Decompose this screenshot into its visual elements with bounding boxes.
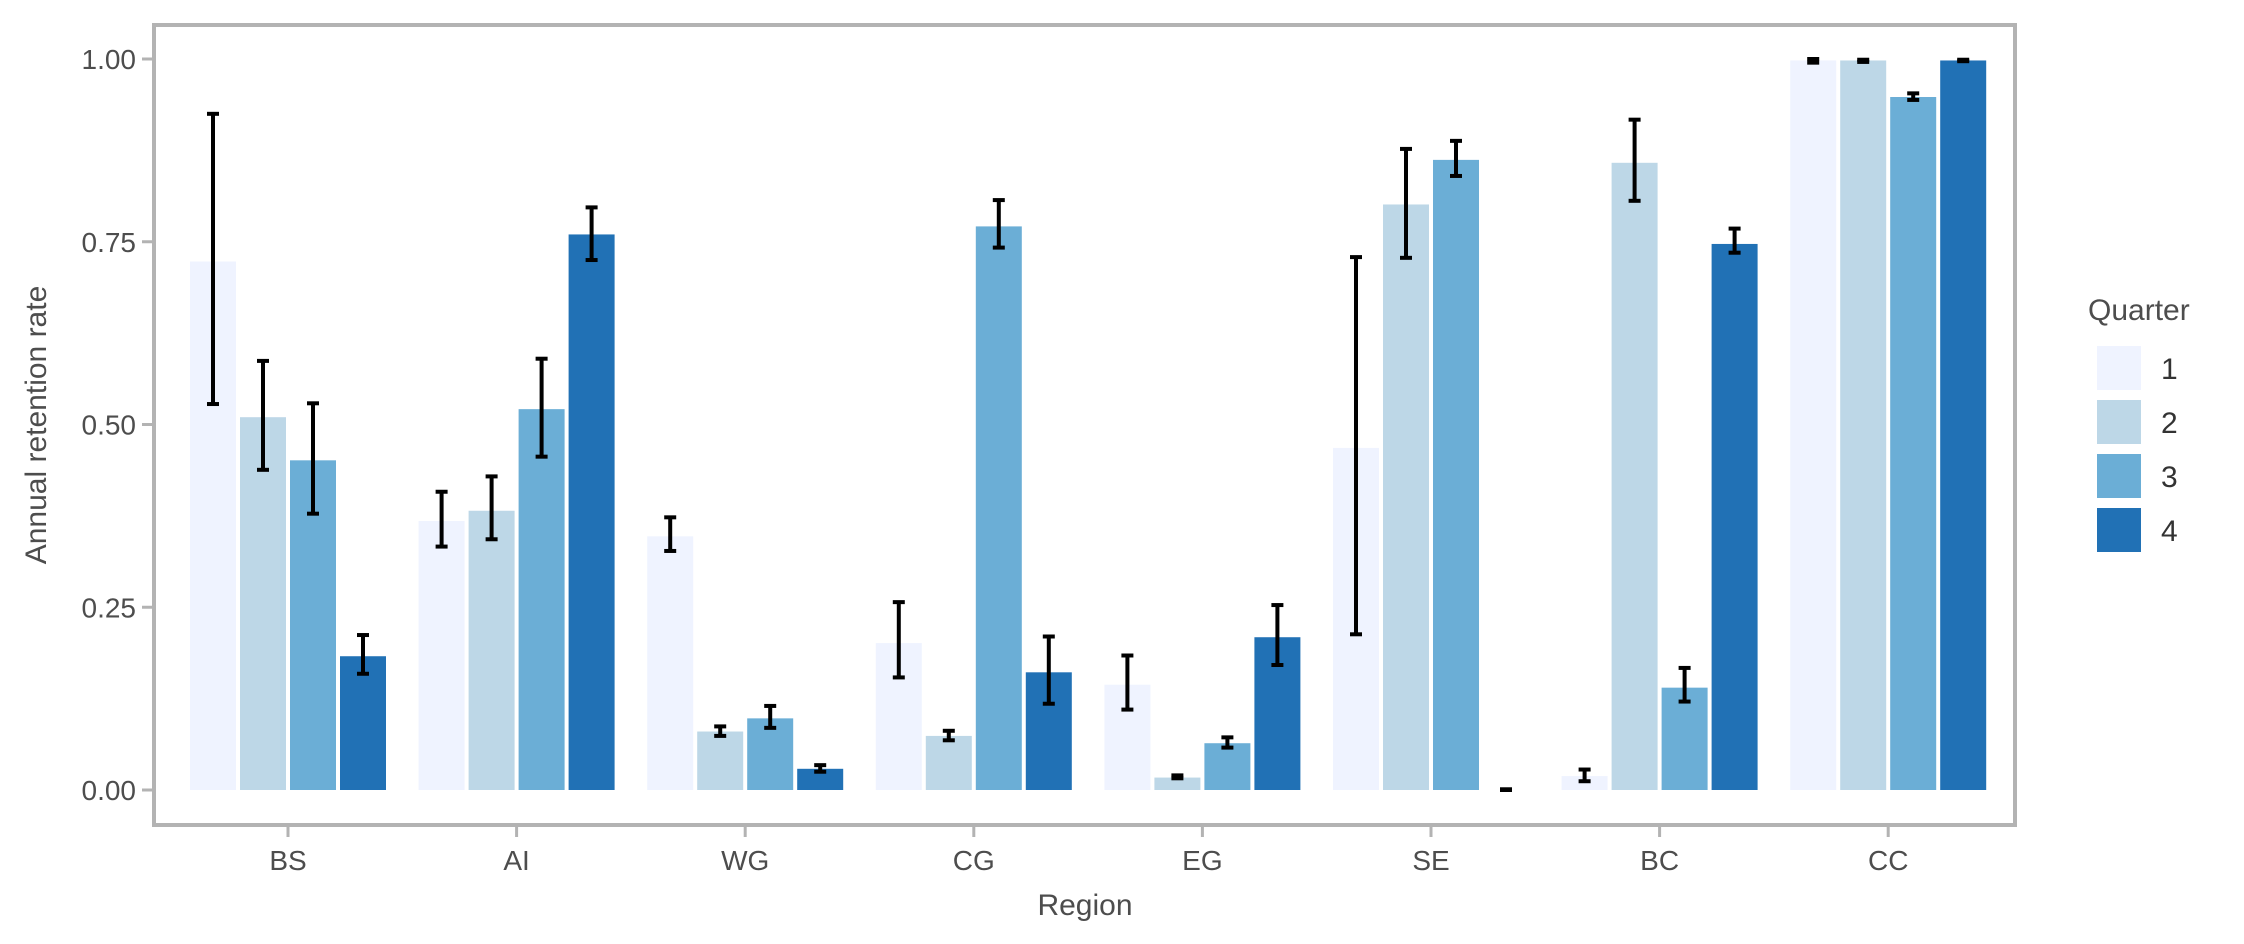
x-tick-label: BS [269, 845, 306, 876]
bar [797, 768, 844, 790]
bar [697, 731, 744, 790]
y-tick-label: 0.50 [82, 410, 137, 441]
legend-key [2097, 346, 2141, 390]
bar [647, 536, 694, 790]
bar [1840, 60, 1887, 791]
legend-label: 3 [2161, 461, 2178, 494]
x-tick-label: CG [953, 845, 995, 876]
legend: Quarter 1 2 3 4 [2088, 294, 2190, 552]
legend-key [2097, 400, 2141, 444]
y-tick-label: 1.00 [82, 44, 137, 75]
bar [1433, 159, 1479, 791]
bar [518, 409, 565, 790]
bar [925, 735, 972, 790]
bar [568, 234, 615, 790]
bar [240, 417, 286, 790]
bar [340, 656, 386, 790]
error-bars [207, 57, 1970, 792]
bar [1204, 743, 1251, 790]
legend-key [2097, 508, 2141, 552]
bar [1890, 97, 1937, 790]
x-tick-label: WG [721, 845, 769, 876]
bar [1154, 777, 1201, 790]
legend-label: 4 [2161, 515, 2178, 548]
bar [418, 520, 465, 790]
bar [975, 226, 1022, 791]
bar [1940, 60, 1987, 791]
bars [190, 60, 1987, 791]
legend-label: 2 [2161, 407, 2178, 440]
bar [1611, 162, 1658, 790]
legend-key [2097, 454, 2141, 498]
x-axis-title: Region [1037, 889, 1132, 922]
y-tick-label: 0.25 [82, 592, 137, 623]
y-axis: 0.00 0.25 0.50 0.75 1.00 [82, 44, 152, 806]
y-axis-title: Annual retention rate [20, 286, 53, 565]
x-tick-label: AI [503, 845, 529, 876]
legend-label: 1 [2161, 353, 2178, 386]
x-tick-label: EG [1182, 845, 1222, 876]
bar [1661, 687, 1708, 790]
x-axis: BS AI WG CG EG SE BC CC [269, 827, 1908, 876]
bar [1383, 204, 1429, 790]
bar [747, 718, 794, 790]
x-tick-label: CC [1868, 845, 1908, 876]
bar [1711, 243, 1758, 790]
y-tick-label: 0.00 [82, 775, 137, 806]
bar [1790, 60, 1837, 791]
legend-title: Quarter [2088, 294, 2190, 327]
bar [468, 510, 515, 790]
y-tick-label: 0.75 [82, 227, 137, 258]
x-tick-label: BC [1640, 845, 1679, 876]
x-tick-label: SE [1412, 845, 1449, 876]
